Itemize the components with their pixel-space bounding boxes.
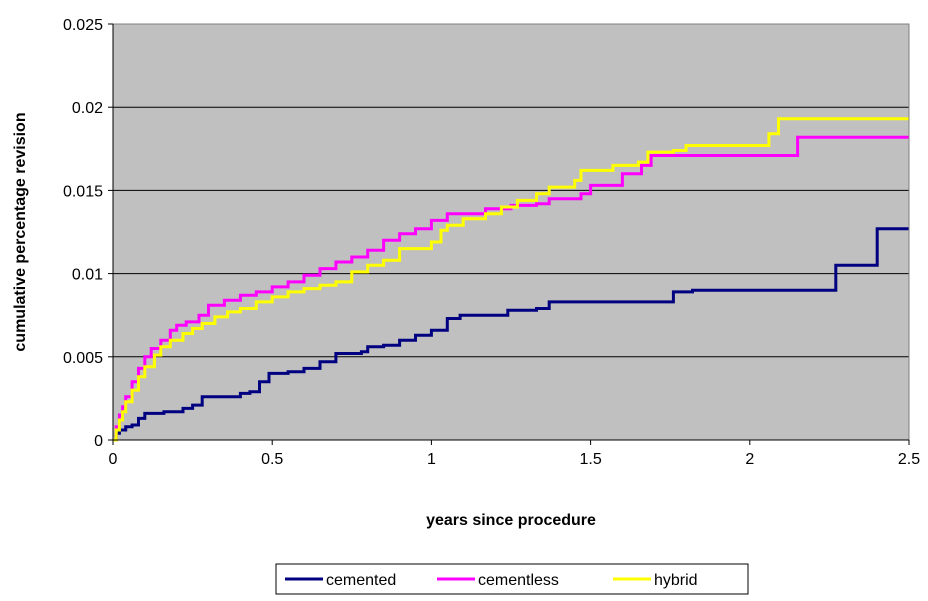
series-line-cementless	[113, 135, 909, 442]
series-line-cemented	[113, 227, 909, 442]
y-tick-label: 0	[94, 433, 103, 450]
y-tick-label: 0.015	[63, 183, 103, 200]
y-tick-labels: 0 0.005 0.01 0.015 0.02 0.025	[63, 17, 103, 450]
x-tick-label: 1.5	[579, 451, 601, 468]
x-axis-label: years since procedure	[426, 512, 596, 529]
legend: cemented cementless hybrid	[275, 563, 749, 595]
y-tick-label: 0.005	[63, 350, 103, 367]
y-tick-label: 0.01	[72, 267, 103, 284]
y-axis-label: cumulative percentage revision	[12, 112, 29, 351]
x-tick-label: 2	[745, 451, 754, 468]
gridlines	[113, 106, 909, 358]
x-tick-label: 0	[109, 451, 118, 468]
y-tick-label: 0.02	[72, 100, 103, 117]
plot-area	[113, 24, 909, 440]
axes	[108, 23, 910, 445]
series-layer	[113, 117, 909, 442]
series-line-hybrid	[113, 117, 909, 442]
legend-label-cemented: cemented	[326, 572, 396, 589]
legend-box	[275, 563, 749, 595]
y-tick-label: 0.025	[63, 17, 103, 34]
x-tick-label: 0.5	[261, 451, 283, 468]
legend-label-cementless: cementless	[478, 572, 559, 589]
x-tick-label: 1	[427, 451, 436, 468]
x-tick-labels: 0 0.5 1 1.5 2 2.5	[109, 451, 921, 468]
x-tick-label: 2.5	[898, 451, 920, 468]
legend-label-hybrid: hybrid	[654, 572, 698, 589]
